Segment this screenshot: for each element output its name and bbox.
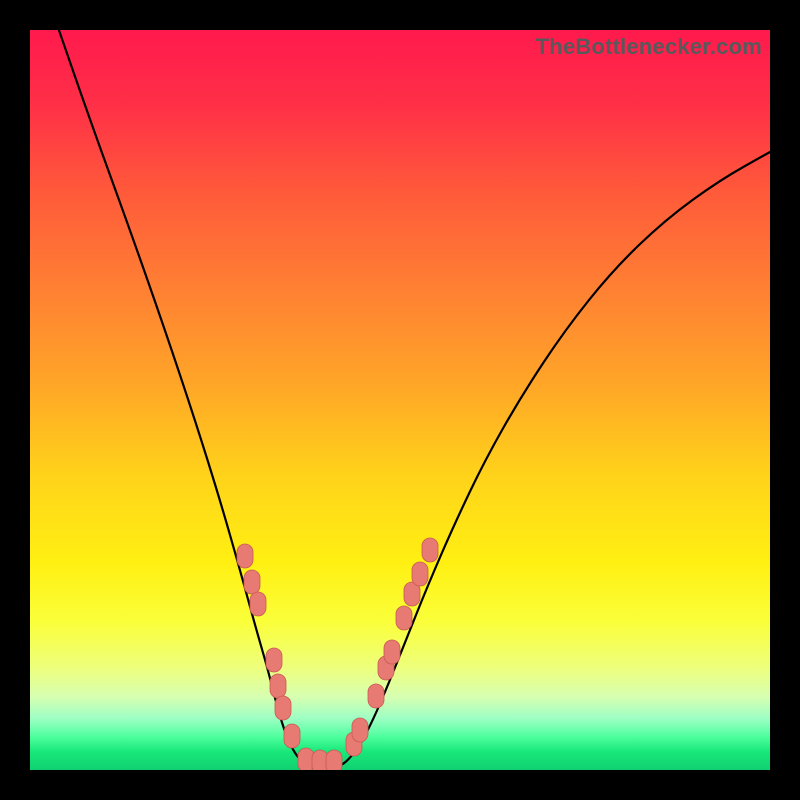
watermark-text: TheBottlenecker.com (536, 34, 762, 60)
data-marker (266, 648, 282, 672)
data-marker (384, 640, 400, 664)
data-marker (275, 696, 291, 720)
data-marker (237, 544, 253, 568)
chart-frame: TheBottlenecker.com (0, 0, 800, 800)
data-marker (244, 570, 260, 594)
data-marker (270, 674, 286, 698)
plot-area: TheBottlenecker.com (30, 30, 770, 770)
data-marker (422, 538, 438, 562)
data-marker (396, 606, 412, 630)
data-marker (250, 592, 266, 616)
data-markers (237, 538, 438, 770)
bottleneck-curve (52, 30, 770, 767)
data-marker (326, 750, 342, 770)
data-marker (412, 562, 428, 586)
data-marker (368, 684, 384, 708)
data-marker (284, 724, 300, 748)
curve-layer (30, 30, 770, 770)
data-marker (352, 718, 368, 742)
